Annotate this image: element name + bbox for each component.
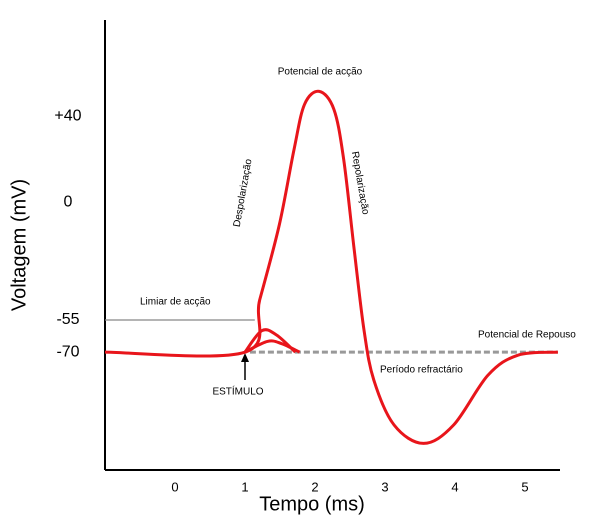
y-tick-label: -55	[56, 311, 79, 328]
x-tick-label: 4	[451, 479, 458, 494]
annotation: Despolarização	[232, 158, 255, 228]
stimulus-arrow	[241, 353, 249, 380]
x-tick-label: 1	[241, 479, 248, 494]
annotation: Potencial de Repouso	[478, 330, 576, 341]
annotation: Potencial de acção	[278, 67, 363, 78]
x-tick-label: 2	[311, 479, 318, 494]
annotation: Limiar de acção	[140, 297, 211, 308]
x-tick-label: 0	[171, 479, 178, 494]
x-tick-label: 5	[521, 479, 528, 494]
y-axis-label: Voltagem (mV)	[8, 179, 30, 311]
annotation: Repolarização	[349, 151, 371, 216]
y-tick-label: +40	[54, 108, 81, 125]
annotation: Período refractário	[380, 365, 463, 376]
line-series	[243, 328, 297, 354]
x-axis-label: Tempo (ms)	[259, 493, 365, 515]
annotation: ESTÍMULO	[212, 385, 263, 398]
y-tick-label: 0	[64, 193, 73, 210]
x-tick-label: 3	[381, 479, 388, 494]
y-tick-label: -70	[56, 343, 79, 360]
line-series	[104, 89, 559, 445]
